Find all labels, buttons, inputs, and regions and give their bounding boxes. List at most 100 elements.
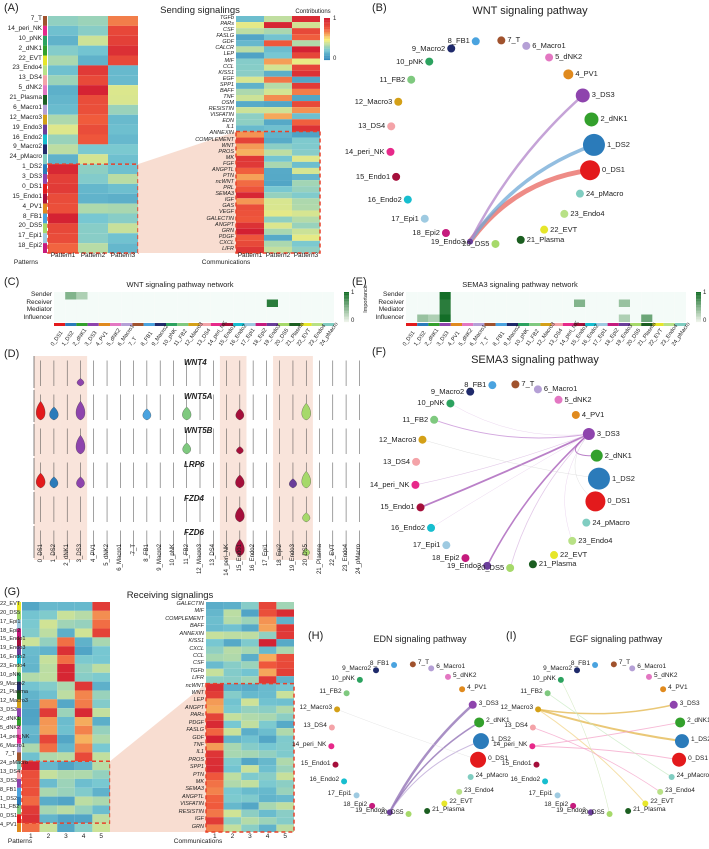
receiving-path-cell [223, 742, 242, 751]
network-cell [132, 307, 144, 315]
network-cell [450, 314, 462, 322]
network-cell [674, 314, 686, 322]
sending-row-label: 2_dNK1 [18, 44, 43, 52]
receiving-heat-cell [57, 761, 75, 771]
sending-pathway-label: GALECTIN [206, 215, 234, 222]
receiving-path-cell [223, 787, 242, 795]
cell-node [483, 561, 492, 570]
violin-cell-label: 14_peri_NK [223, 544, 230, 576]
sending-path-cell [264, 64, 292, 71]
sending-heat-cell [48, 223, 78, 234]
cell-node [533, 385, 542, 394]
receiving-path-cell [223, 817, 242, 825]
receiving-path-cell [223, 653, 242, 662]
violin-shape [302, 512, 311, 523]
cell-node-label: 10_pNK [532, 674, 556, 682]
network-cell [166, 314, 178, 322]
cell-node-label: 3_DS3 [478, 699, 499, 707]
receiving-pattern-label: 2 [46, 833, 51, 840]
receiving-heat-cell [57, 602, 75, 611]
receiving-heat-cell [74, 770, 93, 779]
contributions-legend-swatch [324, 39, 330, 41]
receiving-path-cell [241, 683, 259, 692]
sending-heat-cell [48, 193, 78, 204]
receiving-path-cell [258, 772, 277, 781]
cell-node [334, 706, 341, 713]
receiving-path-cell [276, 802, 294, 810]
network-cell [406, 292, 418, 300]
network-color-bar [428, 323, 440, 326]
interaction-edge [422, 439, 599, 479]
network-cell [244, 292, 256, 300]
receiving-row-label: 2_dNK1 [0, 716, 21, 722]
interaction-edge [420, 433, 590, 509]
network-cell [484, 314, 496, 322]
receiving-path-cell [258, 742, 277, 751]
network-cell [585, 307, 597, 315]
network-cell [177, 292, 189, 300]
cell-node-label: 3_DS3 [591, 90, 615, 100]
receiving-heat-cell [22, 672, 40, 682]
receiving-path-cell [258, 787, 277, 795]
cell-node [642, 800, 649, 807]
network-cell [98, 314, 110, 322]
sending-heat-cell [108, 85, 138, 95]
network-color-bar [506, 323, 518, 326]
receiving-path-cell [258, 646, 277, 654]
cell-node-label: 22_EVT [650, 798, 674, 806]
receiving-heat-cell [92, 637, 110, 647]
sending-heat-cell [108, 164, 138, 174]
contributions-legend-swatch [324, 23, 330, 26]
network-role-label: Influencer [23, 313, 52, 321]
network-role-label: Sender [31, 291, 52, 298]
cell-node [522, 41, 531, 50]
network-cell [278, 307, 290, 315]
receiving-pathway-label: SPP1 [189, 764, 204, 771]
receiving-row-label: 19_Endo3 [0, 645, 26, 652]
network-cell [562, 314, 574, 322]
receiving-heat-cell [22, 796, 40, 806]
receiving-row-color [17, 725, 21, 735]
sending-heat-cell [78, 124, 108, 135]
network-color-bar [450, 323, 462, 326]
receiving-path-cell [241, 802, 259, 810]
receiving-path-cell [258, 705, 277, 714]
network-color-bar [76, 323, 88, 326]
sending-pattern-label: Pattern2 [80, 252, 106, 259]
network-cell [255, 292, 267, 300]
cell-node [416, 503, 425, 512]
cell-node [424, 807, 431, 814]
receiving-pathway-label: ANGPTL [181, 793, 204, 800]
cell-node [584, 112, 599, 127]
sending-path-cell [264, 137, 292, 144]
cell-node-label: 9_Macro2 [342, 665, 372, 673]
interaction-edge [388, 703, 474, 813]
receiving-heat-cell [74, 796, 93, 806]
panel-e-title: SEMA3 signaling pathway network [462, 280, 578, 289]
network-cell [439, 299, 451, 307]
sending-pathway-label: EGF [222, 75, 234, 82]
sending-path-cell [292, 155, 320, 162]
receiving-path-cell [241, 750, 259, 758]
interaction-edge [537, 708, 646, 804]
network-cell [495, 299, 507, 307]
receiving-path-cell [276, 787, 294, 795]
network-cell [244, 307, 256, 315]
sending-heat-cell [108, 193, 138, 204]
importance-legend-swatch [344, 301, 349, 303]
violin-shape [301, 470, 311, 489]
cell-node-label: 22_EVT [449, 798, 473, 806]
violin-shape [49, 406, 59, 421]
receiving-heat-cell [74, 602, 93, 611]
receiving-pathway-label: BAFF [189, 623, 204, 630]
cell-node-label: 23_Endo4 [578, 535, 613, 545]
receiving-heat-cell [92, 646, 110, 656]
cell-node [529, 743, 536, 750]
receiving-heat-cell [57, 646, 75, 656]
cell-node [373, 667, 380, 674]
violin-shape [75, 435, 86, 455]
sending-path-cell [264, 204, 292, 211]
contributions-legend-swatch [324, 18, 330, 20]
receiving-path-cell [206, 735, 224, 743]
network-color-bar [585, 323, 597, 326]
